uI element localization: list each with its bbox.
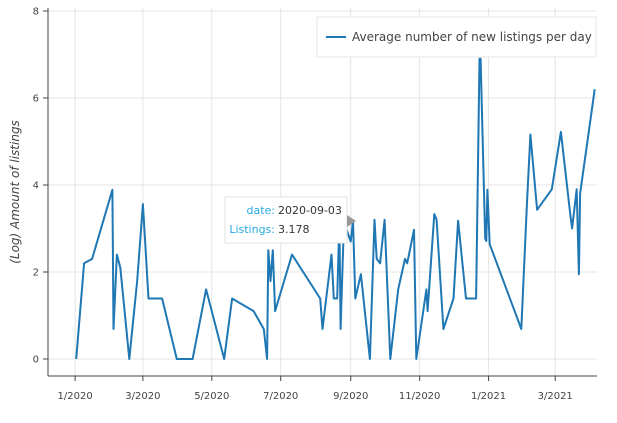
tooltip-pointer [347, 215, 356, 227]
data-point[interactable] [367, 356, 373, 362]
data-point[interactable] [159, 296, 165, 302]
data-point[interactable] [518, 326, 524, 332]
y-tick-label: 0 [33, 355, 39, 366]
y-tick-label: 6 [33, 94, 39, 105]
data-point[interactable] [404, 260, 410, 266]
data-point[interactable] [534, 207, 540, 213]
grid-lines [48, 8, 597, 376]
x-tick-label: 7/2020 [263, 391, 298, 402]
y-tick-label: 4 [33, 181, 39, 192]
data-point[interactable] [431, 211, 437, 217]
data-point[interactable] [484, 187, 490, 193]
data-point[interactable] [89, 256, 95, 262]
legend-label: Average number of new listings per day [352, 30, 592, 44]
data-point[interactable] [524, 199, 530, 205]
data-point[interactable] [576, 271, 582, 277]
data-point[interactable] [251, 308, 257, 314]
legend: Average number of new listings per day [316, 16, 597, 58]
data-point[interactable] [487, 241, 493, 247]
data-point[interactable] [174, 356, 180, 362]
data-point[interactable] [268, 278, 274, 284]
data-point[interactable] [549, 186, 555, 192]
data-point[interactable] [558, 129, 564, 135]
series-line[interactable] [73, 56, 598, 362]
data-point[interactable] [569, 226, 575, 232]
data-point[interactable] [592, 86, 598, 92]
tooltip-date-label: date: [246, 204, 275, 217]
y-axis-title: (Log) Amount of listings [8, 120, 22, 264]
data-point[interactable] [146, 296, 152, 302]
data-point[interactable] [114, 252, 120, 258]
data-point[interactable] [423, 286, 429, 292]
data-point[interactable] [577, 191, 583, 197]
hover-tooltip: date: 2020-09-03 Listings: 3.178 [224, 196, 356, 244]
data-point[interactable] [270, 247, 276, 253]
data-point[interactable] [190, 356, 196, 362]
data-point[interactable] [109, 187, 115, 193]
data-point[interactable] [203, 286, 209, 292]
y-tick-label: 8 [33, 7, 39, 18]
data-point[interactable] [382, 217, 388, 223]
data-point[interactable] [411, 227, 417, 233]
data-point[interactable] [334, 296, 340, 302]
data-point[interactable] [264, 356, 270, 362]
data-point[interactable] [134, 278, 140, 284]
data-point[interactable] [117, 265, 123, 271]
data-point[interactable] [440, 326, 446, 332]
data-point[interactable] [377, 260, 383, 266]
data-point[interactable] [425, 308, 431, 314]
axis-frame [47, 8, 597, 377]
data-point[interactable] [463, 296, 469, 302]
data-point[interactable] [73, 356, 79, 362]
data-point[interactable] [348, 239, 354, 245]
data-point[interactable] [455, 218, 461, 224]
x-tick-label: 11/2020 [399, 391, 441, 402]
data-point[interactable] [413, 356, 419, 362]
tooltip-listings-label: Listings: [229, 223, 275, 236]
data-point[interactable] [272, 308, 278, 314]
data-point[interactable] [81, 260, 87, 266]
data-point[interactable] [261, 326, 267, 332]
tooltip-date-value: 2020-09-03 [278, 204, 342, 217]
data-point[interactable] [229, 296, 235, 302]
x-tick-label: 9/2020 [333, 391, 368, 402]
data-point[interactable] [126, 356, 132, 362]
series-line-path[interactable] [75, 57, 596, 360]
data-point[interactable] [434, 217, 440, 223]
y-tick-label: 2 [33, 268, 39, 279]
data-point[interactable] [372, 217, 378, 223]
x-tick-label: 1/2020 [58, 391, 93, 402]
data-point[interactable] [358, 271, 364, 277]
data-point[interactable] [140, 201, 146, 207]
data-point[interactable] [289, 252, 295, 258]
x-tick-label: 5/2020 [194, 391, 229, 402]
data-point[interactable] [567, 208, 573, 214]
data-point[interactable] [451, 296, 457, 302]
x-tick-label: 3/2021 [538, 391, 573, 402]
data-point[interactable] [338, 326, 344, 332]
data-point[interactable] [473, 296, 479, 302]
tooltip-listings-value: 3.178 [278, 223, 310, 236]
data-point[interactable] [221, 356, 227, 362]
x-axis: 1/2020 3/2020 5/2020 7/2020 9/2020 11/2020 1/2… [58, 376, 573, 402]
data-point[interactable] [395, 286, 401, 292]
x-tick-label: 3/2020 [125, 391, 160, 402]
data-point[interactable] [111, 326, 117, 332]
data-point[interactable] [527, 132, 533, 138]
data-point[interactable] [329, 252, 335, 258]
data-point[interactable] [352, 296, 358, 302]
y-axis: 0 2 4 6 8 [33, 7, 48, 366]
x-tick-label: 1/2021 [471, 391, 506, 402]
data-point[interactable] [320, 326, 326, 332]
data-point[interactable] [387, 356, 393, 362]
data-point[interactable] [317, 296, 323, 302]
